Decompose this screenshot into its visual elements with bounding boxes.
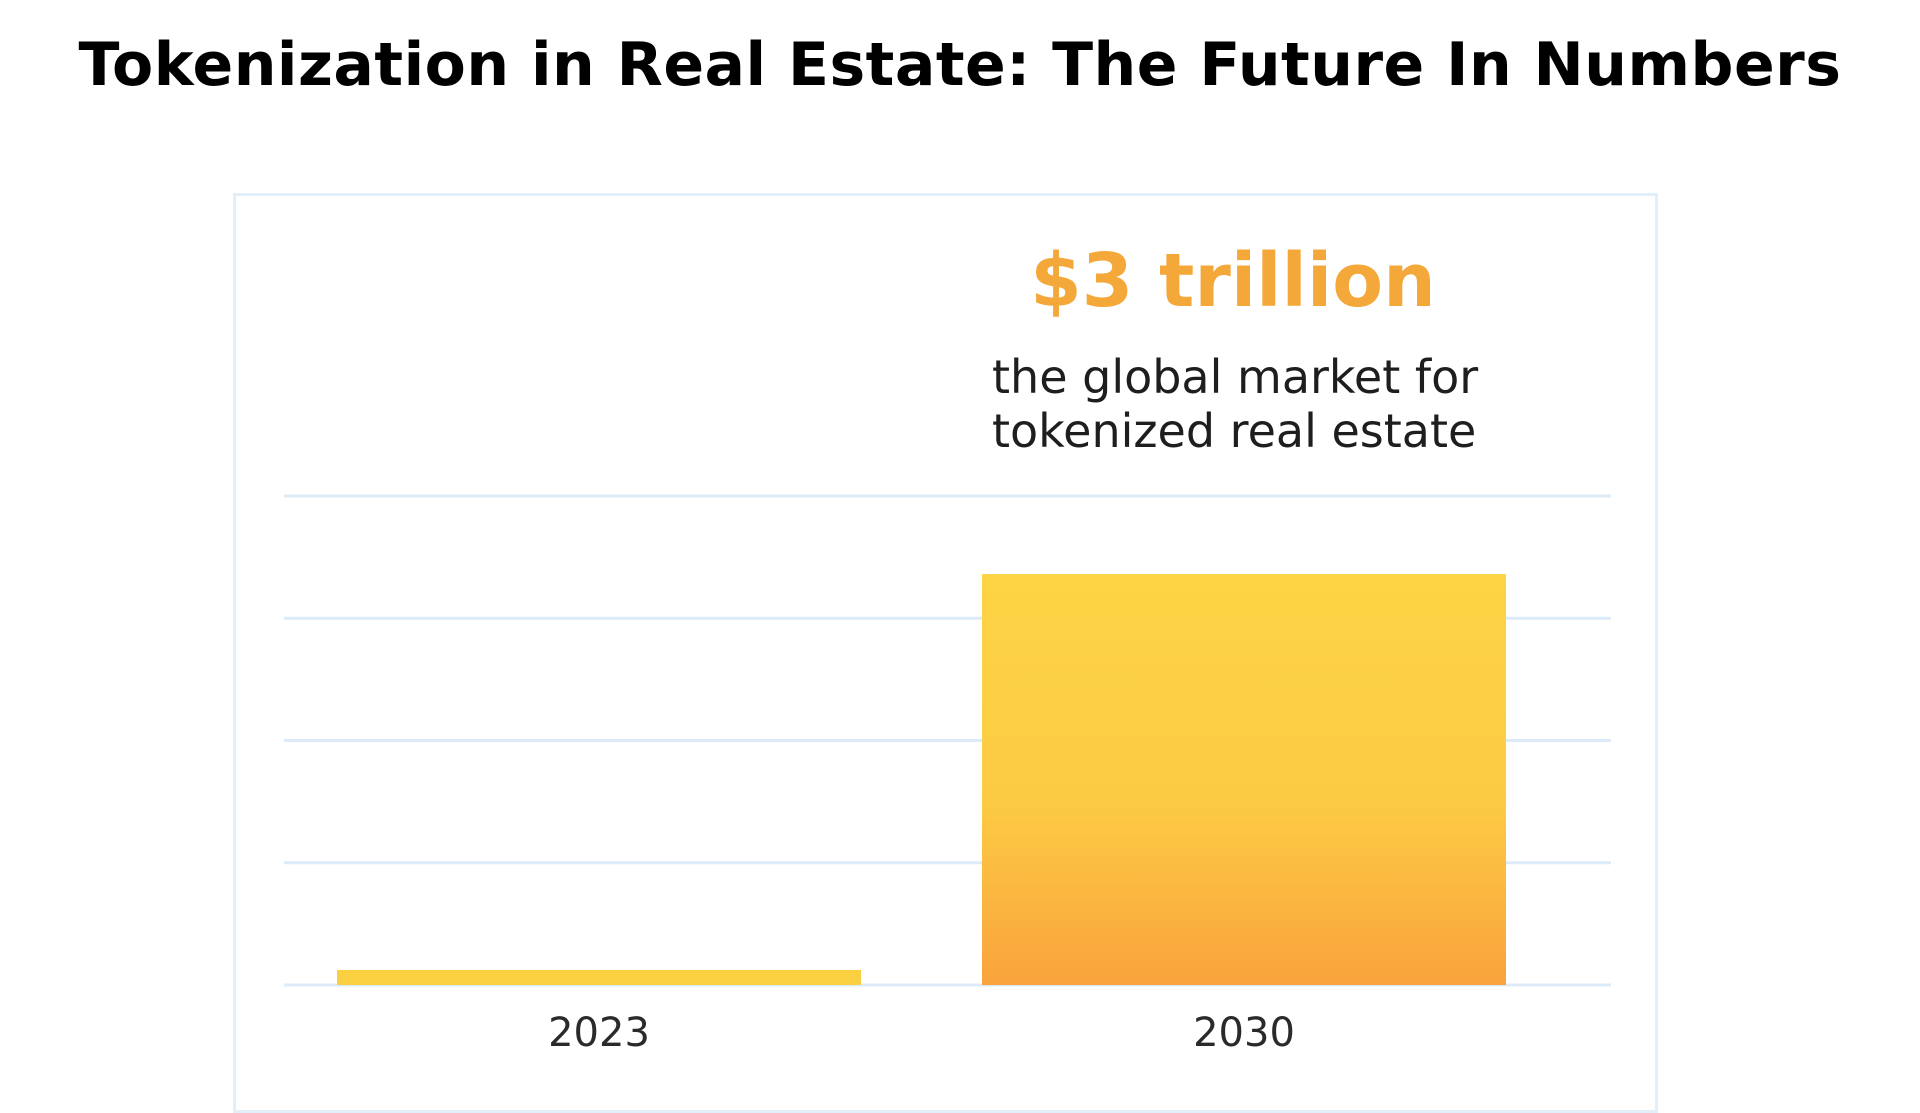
bar-2030: [982, 574, 1506, 985]
annotation-headline: $3 trillion: [1030, 238, 1436, 324]
chart-title: Tokenization in Real Estate: The Future …: [78, 30, 1842, 100]
bar-chart: 2023 2030: [284, 494, 1611, 1056]
x-tick-label: 2023: [548, 1010, 650, 1056]
bar-2023: [337, 969, 861, 985]
annotation-line: tokenized real estate: [992, 404, 1477, 458]
annotation-text: the global market for tokenized real est…: [992, 350, 1478, 458]
x-tick-label: 2030: [1193, 1010, 1295, 1056]
annotation-line: the global market for: [992, 350, 1479, 404]
